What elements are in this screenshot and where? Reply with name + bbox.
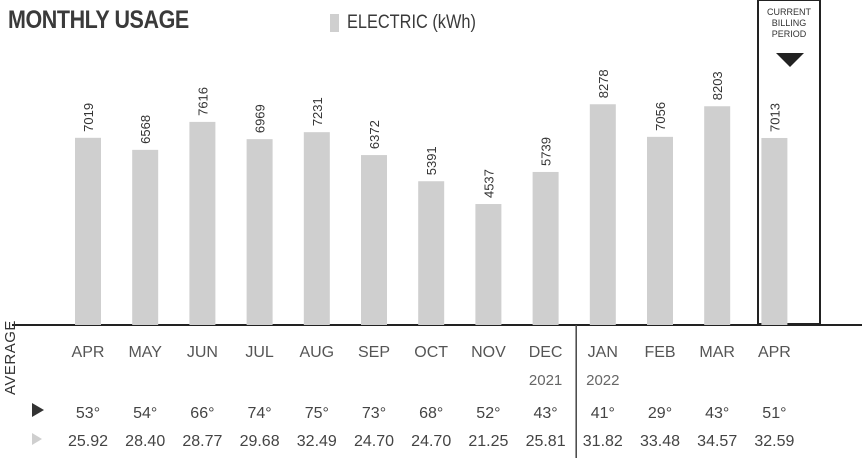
avg-temperature-value: 75° (305, 405, 329, 422)
bar-jun-2 (189, 121, 216, 325)
avg-temperature-value: 29° (648, 405, 672, 422)
month-tick-label: SEP (358, 344, 390, 361)
avg-temperature-value: 74° (247, 405, 271, 422)
bar-dec-8 (532, 171, 559, 325)
avg-temperature-value: 68° (419, 405, 443, 422)
month-tick-label: JUN (187, 344, 218, 361)
bar-value-label: 6568 (138, 115, 153, 144)
bar-value-label: 7616 (195, 87, 210, 116)
average-label: AVERAGE (2, 320, 19, 395)
avg-cost-value: 32.49 (297, 433, 337, 450)
avg-cost-value: 25.92 (68, 433, 108, 450)
cost-icon (32, 433, 42, 445)
temperature-icon (32, 403, 44, 417)
avg-temperature-value: 51° (762, 405, 786, 422)
month-tick-label: MAR (699, 344, 735, 361)
bar-value-label: 4537 (481, 169, 496, 198)
bar-nov-7 (475, 204, 502, 325)
month-tick-label: DEC (529, 344, 563, 361)
avg-cost-value: 24.70 (354, 433, 394, 450)
bar-value-label: 8278 (596, 69, 611, 98)
current-period-arrow-icon (776, 53, 804, 67)
avg-cost-value: 32.59 (754, 433, 794, 450)
month-tick-label: JAN (588, 344, 618, 361)
bar-value-label: 7013 (767, 103, 782, 132)
avg-temperature-value: 73° (362, 405, 386, 422)
avg-cost-value: 28.77 (182, 433, 222, 450)
bar-jul-3 (246, 139, 273, 325)
month-tick-label: MAY (128, 344, 162, 361)
avg-temperature-value: 54° (133, 405, 157, 422)
avg-temperature-value: 66° (190, 405, 214, 422)
avg-cost-value: 25.81 (526, 433, 566, 450)
bar-value-label: 6969 (253, 104, 268, 133)
bar-value-label: 7056 (653, 102, 668, 131)
bar-value-label: 6372 (367, 120, 382, 149)
avg-temperature-value: 43° (533, 405, 557, 422)
bar-aug-4 (303, 132, 330, 325)
bar-value-label: 7231 (310, 97, 325, 126)
bar-oct-6 (418, 181, 445, 325)
avg-cost-value: 34.57 (697, 433, 737, 450)
month-tick-label: JUL (245, 344, 274, 361)
month-tick-label: AUG (299, 344, 334, 361)
bar-feb-10 (647, 136, 673, 325)
legend: ELECTRIC (kWh) (330, 12, 497, 34)
year-label: 2021 (529, 372, 562, 389)
year-label: 2022 (586, 372, 619, 389)
avg-temperature-value: 43° (705, 405, 729, 422)
bar-value-label: 5391 (424, 146, 439, 175)
month-tick-label: APR (72, 344, 105, 361)
bar-may-1 (132, 149, 159, 325)
bar-jan-9 (589, 104, 616, 326)
month-tick-label: APR (758, 344, 791, 361)
legend-label: ELECTRIC (kWh) (347, 12, 476, 33)
avg-cost-value: 29.68 (240, 433, 280, 450)
avg-cost-value: 21.25 (468, 433, 508, 450)
avg-temperature-value: 52° (476, 405, 500, 422)
current-billing-period-label: CURRENT BILLING PERIOD (767, 7, 811, 39)
bar-value-label: 8203 (710, 71, 725, 100)
avg-temperature-value: 53° (76, 405, 100, 422)
avg-temperature-value: 41° (591, 405, 615, 422)
bar-sep-5 (361, 155, 387, 325)
month-tick-label: NOV (471, 344, 506, 361)
month-tick-label: OCT (414, 344, 448, 361)
legend-swatch (330, 14, 339, 32)
month-tick-label: FEB (644, 344, 675, 361)
avg-cost-value: 33.48 (640, 433, 680, 450)
avg-cost-value: 31.82 (583, 433, 623, 450)
bar-value-label: 7019 (81, 103, 96, 132)
avg-cost-value: 24.70 (411, 433, 451, 450)
chart-title: MONTHLY USAGE (8, 6, 189, 34)
bar-value-label: 5739 (539, 137, 554, 166)
avg-cost-value: 28.40 (125, 433, 165, 450)
bar-mar-11 (704, 106, 731, 326)
bar-apr-12 (761, 137, 788, 325)
bar-apr-0 (75, 137, 101, 325)
